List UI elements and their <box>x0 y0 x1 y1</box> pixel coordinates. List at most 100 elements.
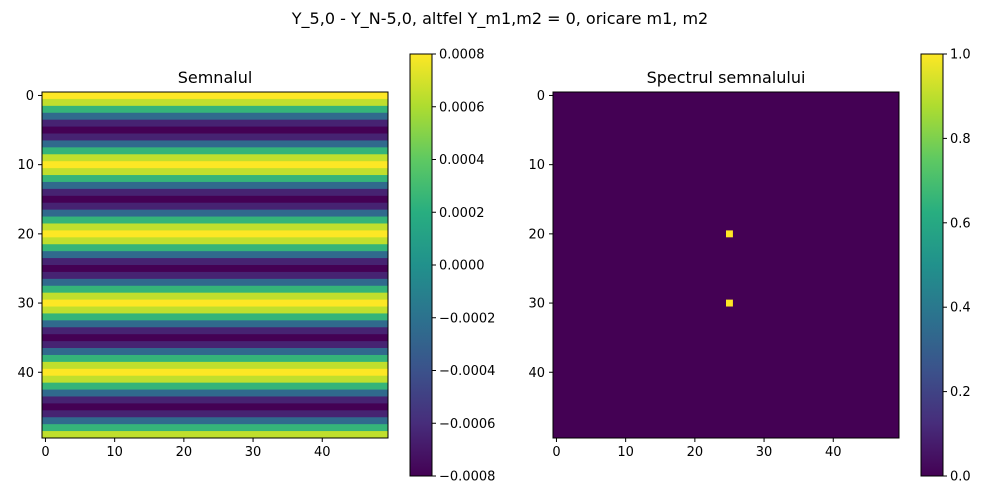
signal-row-band <box>42 292 388 300</box>
spectrum-y-tick-label: 40 <box>528 366 545 381</box>
spectrum-x-tick-label: 30 <box>756 445 773 460</box>
signal-row-band <box>42 354 388 363</box>
signal-row-band <box>42 168 388 176</box>
signal-row-band <box>42 299 388 307</box>
spectrum-peak-point <box>726 230 733 238</box>
signal-row-band <box>42 361 388 370</box>
signal-colorbar-tick-label: −0.0002 <box>439 311 495 326</box>
figure-suptitle: Y_5,0 - Y_N-5,0, altfel Y_m1,m2 = 0, ori… <box>291 9 708 29</box>
signal-colorbar-tick-label: 0.0002 <box>439 206 485 221</box>
signal-y-tick-label: 0 <box>26 89 34 104</box>
signal-row-band <box>42 341 388 349</box>
signal-colorbar-tick-label: 0.0004 <box>439 153 485 168</box>
spectrum-y-tick-label: 20 <box>528 227 545 242</box>
signal-row-band <box>42 237 388 245</box>
signal-row-band <box>42 175 388 183</box>
signal-row-band <box>42 265 388 273</box>
spectrum-y-tick-label: 30 <box>528 297 545 312</box>
spectrum-colorbar-gradient <box>921 54 943 476</box>
spectrum-heatmap <box>553 92 899 438</box>
signal-colorbar-tick-label: 0.0008 <box>439 48 485 63</box>
signal-row-band <box>42 188 388 197</box>
spectrum-y-tick-label: 0 <box>537 89 545 104</box>
spectrum-colorbar-frame <box>920 53 944 477</box>
signal-row-band <box>42 154 388 162</box>
signal-row-band <box>42 285 388 294</box>
signal-row-band <box>42 382 388 390</box>
spectrum-y-tick-label: 10 <box>528 158 545 173</box>
spectrum-panel: Spectrul semnalului 0 10 20 30 40 0 10 20 30 40 <box>528 68 900 460</box>
signal-colorbar-tick-label: −0.0004 <box>439 364 495 379</box>
signal-row-band <box>42 181 388 190</box>
signal-y-tick-label: 30 <box>17 297 34 312</box>
signal-colorbar-ticks: −0.0008 −0.0006 −0.0004 −0.0002 0.0000 0.0002… <box>432 48 495 485</box>
signal-row-band <box>42 112 388 121</box>
signal-axes-frame <box>41 91 389 439</box>
signal-row-band <box>42 140 388 148</box>
signal-y-tick-label: 20 <box>17 227 34 242</box>
spectrum-x-axis: 0 10 20 30 40 <box>552 438 842 460</box>
signal-row-band <box>42 320 388 328</box>
signal-row-band <box>42 368 388 377</box>
spectrum-colorbar-tick-label: 1.0 <box>950 48 971 63</box>
signal-row-band <box>42 306 388 314</box>
signal-row-band <box>42 424 388 432</box>
signal-x-tick-label: 40 <box>314 445 331 460</box>
signal-colorbar-tick-label: 0.0006 <box>439 100 485 115</box>
spectrum-axes-frame <box>552 91 900 439</box>
signal-y-tick-label: 10 <box>17 158 34 173</box>
signal-row-band <box>42 209 388 217</box>
signal-x-tick-label: 10 <box>106 445 123 460</box>
signal-row-band <box>42 396 388 404</box>
signal-row-band <box>42 119 388 127</box>
signal-row-band <box>42 202 388 211</box>
spectrum-colorbar-tick-label: 0.6 <box>950 216 971 231</box>
signal-row-band <box>42 244 388 252</box>
spectrum-peak-point <box>726 299 733 307</box>
signal-row-band <box>42 216 388 224</box>
spectrum-x-tick-label: 20 <box>687 445 704 460</box>
spectrum-colorbar: 0.0 0.2 0.4 0.6 0.8 1.0 <box>920 48 971 485</box>
signal-colorbar: −0.0008 −0.0006 −0.0004 −0.0002 0.0000 0.0002… <box>409 48 495 485</box>
spectrum-x-tick-label: 10 <box>617 445 634 460</box>
signal-row-band <box>42 431 388 439</box>
signal-x-tick-label: 0 <box>41 445 49 460</box>
signal-row-band <box>42 195 388 204</box>
spectrum-background <box>553 92 899 438</box>
signal-row-band <box>42 271 388 280</box>
signal-colorbar-gradient <box>410 54 432 476</box>
signal-colorbar-tick-label: −0.0008 <box>439 470 495 485</box>
signal-row-band <box>42 92 388 100</box>
signal-row-band <box>42 133 388 141</box>
signal-row-band <box>42 348 388 356</box>
signal-x-axis: 0 10 20 30 40 <box>41 438 331 460</box>
signal-row-band <box>42 334 388 342</box>
signal-y-tick-label: 40 <box>17 366 34 381</box>
signal-row-band <box>42 251 388 259</box>
spectrum-colorbar-tick-label: 0.0 <box>950 470 971 485</box>
signal-row-band <box>42 313 388 321</box>
spectrum-y-axis: 0 10 20 30 40 <box>528 89 553 381</box>
signal-title: Semnalul <box>178 68 253 87</box>
signal-x-tick-label: 30 <box>245 445 262 460</box>
signal-row-band <box>42 98 388 107</box>
signal-row-band <box>42 161 388 169</box>
signal-colorbar-tick-label: 0.0000 <box>439 259 485 274</box>
signal-row-band <box>42 389 388 397</box>
spectrum-title: Spectrul semnalului <box>647 68 806 87</box>
spectrum-colorbar-tick-label: 0.8 <box>950 132 971 147</box>
signal-panel: Semnalul 0 10 20 30 40 0 10 20 30 40 <box>17 68 389 460</box>
signal-row-band <box>42 417 388 425</box>
signal-row-band <box>42 105 388 114</box>
spectrum-x-tick-label: 40 <box>825 445 842 460</box>
signal-row-band <box>42 258 388 266</box>
spectrum-colorbar-tick-label: 0.4 <box>950 301 971 316</box>
signal-row-band <box>42 126 388 134</box>
signal-row-band <box>42 223 388 231</box>
signal-row-band <box>42 327 388 335</box>
signal-row-band <box>42 147 388 155</box>
signal-heatmap <box>42 92 388 439</box>
spectrum-colorbar-ticks: 0.0 0.2 0.4 0.6 0.8 1.0 <box>943 48 971 485</box>
signal-row-band <box>42 375 388 384</box>
